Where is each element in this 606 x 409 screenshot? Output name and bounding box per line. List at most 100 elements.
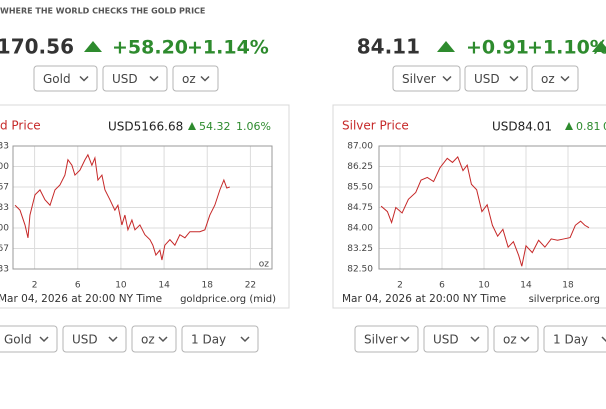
y-tick-label: 5,133 xyxy=(0,203,9,213)
x-tick-label: 14 xyxy=(520,281,532,291)
change-arrow xyxy=(188,122,196,130)
ticker-change-percent: +1.14% xyxy=(187,37,269,59)
dropdown[interactable] xyxy=(62,325,127,353)
unit-label: oz xyxy=(259,260,270,270)
dropdown-label: Silver xyxy=(364,333,398,347)
y-tick-label: 84.75 xyxy=(347,203,373,213)
chart-change: 0.81 xyxy=(576,120,601,133)
source: silverprice.org xyxy=(529,294,600,305)
y-tick-label: 87.00 xyxy=(347,142,373,152)
dropdown[interactable] xyxy=(464,65,528,92)
dropdown[interactable] xyxy=(531,65,579,92)
dropdown-label: 1 Day xyxy=(553,333,588,347)
x-tick-label: 6 xyxy=(75,281,81,291)
ticker-change: +0.91 xyxy=(466,37,529,59)
ticker-price: 84.11 xyxy=(357,35,420,59)
dropdown-label: oz xyxy=(182,72,196,86)
dropdown-label: oz xyxy=(503,333,517,347)
dropdown-chevron xyxy=(400,336,410,343)
chart-price: USD84.01 xyxy=(492,120,552,134)
dropdown-label: Gold xyxy=(4,333,32,347)
dropdown[interactable] xyxy=(102,65,168,92)
source: goldprice.org (mid) xyxy=(180,294,276,305)
timestamp: Mar 04, 2026 at 20:00 NY Time xyxy=(0,293,162,305)
dropdown[interactable] xyxy=(172,65,219,92)
y-tick-label: 5,200 xyxy=(0,162,9,172)
ticker-change-percent: +1.10% xyxy=(527,37,606,59)
dropdown-chevron xyxy=(509,75,519,82)
dropdown[interactable] xyxy=(423,325,489,353)
dropdown-chevron xyxy=(442,75,452,82)
dropdown[interactable] xyxy=(0,325,58,353)
dropdown-chevron xyxy=(79,75,89,82)
dropdown-label: USD xyxy=(112,72,138,86)
y-tick-label: 83.25 xyxy=(347,244,373,254)
chart-change-percent: 1.06% xyxy=(236,120,271,133)
plot-frame xyxy=(378,145,606,270)
up-arrow xyxy=(84,41,102,52)
ticker-change: +58.20 xyxy=(112,37,188,59)
dropdown[interactable] xyxy=(181,325,259,353)
y-tick-label: 5,233 xyxy=(0,142,9,152)
x-tick-label: 2 xyxy=(32,281,38,291)
tagline: WHERE THE WORLD CHECKS THE GOLD PRICE xyxy=(0,7,205,16)
x-tick-label: 2 xyxy=(397,281,403,291)
dropdown-label: USD xyxy=(474,72,500,86)
chart-panel xyxy=(332,104,606,309)
dropdown-label: USD xyxy=(72,333,98,347)
chart-title: Silver Price xyxy=(342,119,409,133)
y-tick-label: 85.50 xyxy=(347,183,373,193)
x-tick-label: 14 xyxy=(158,281,170,291)
timestamp: Mar 04, 2026 at 20:00 NY Time xyxy=(342,293,506,305)
y-tick-label: 5,033 xyxy=(0,265,9,275)
dropdown-label: 1 Day xyxy=(191,333,226,347)
dropdown-label: Silver xyxy=(402,72,436,86)
dropdown-chevron xyxy=(601,336,606,343)
price-line xyxy=(380,156,590,267)
ticker-price: 5,170.56 xyxy=(0,35,74,59)
dropdown[interactable] xyxy=(543,325,606,353)
dropdown[interactable] xyxy=(354,325,419,353)
dropdown-chevron xyxy=(149,75,159,82)
x-tick-label: 10 xyxy=(478,281,490,291)
dropdown[interactable] xyxy=(33,65,98,92)
dropdown[interactable] xyxy=(493,325,539,353)
x-tick-label: 18 xyxy=(562,281,574,291)
x-tick-label: 22 xyxy=(245,281,256,291)
chart-title: Gold Price xyxy=(0,119,41,133)
dropdown-chevron xyxy=(39,336,49,343)
up-arrow xyxy=(437,41,455,52)
dropdown-chevron xyxy=(108,336,118,343)
price-line xyxy=(14,153,230,261)
dropdown-chevron xyxy=(200,75,210,82)
plot-frame xyxy=(12,145,273,270)
chart-change: 54.32 xyxy=(199,120,231,133)
dropdown-chevron xyxy=(158,336,168,343)
y-tick-label: 82.50 xyxy=(347,265,373,275)
chart-panel xyxy=(0,104,290,309)
dropdown-label: oz xyxy=(541,72,555,86)
y-tick-label: 5,100 xyxy=(0,223,9,233)
change-arrow xyxy=(565,122,573,130)
dropdown[interactable] xyxy=(131,325,177,353)
dropdown-chevron xyxy=(470,336,480,343)
chart-price: USD5166.68 xyxy=(108,120,183,134)
y-tick-label: 84.00 xyxy=(347,224,373,234)
dropdown-label: Gold xyxy=(43,72,71,86)
dropdown[interactable] xyxy=(392,65,461,92)
x-tick-label: 10 xyxy=(115,281,127,291)
chart-change-percent: 0.97% xyxy=(603,120,606,133)
y-tick-label: 5,167 xyxy=(0,182,9,192)
dropdown-chevron xyxy=(560,75,570,82)
y-tick-label: 86.25 xyxy=(347,162,373,172)
dropdown-chevron xyxy=(520,336,530,343)
x-tick-label: 18 xyxy=(202,281,214,291)
y-tick-label: 5,067 xyxy=(0,244,9,254)
dropdown-label: oz xyxy=(141,333,155,347)
up-arrow xyxy=(592,41,606,52)
dropdown-chevron xyxy=(240,336,250,343)
dropdown-label: USD xyxy=(433,333,459,347)
x-tick-label: 6 xyxy=(439,281,445,291)
